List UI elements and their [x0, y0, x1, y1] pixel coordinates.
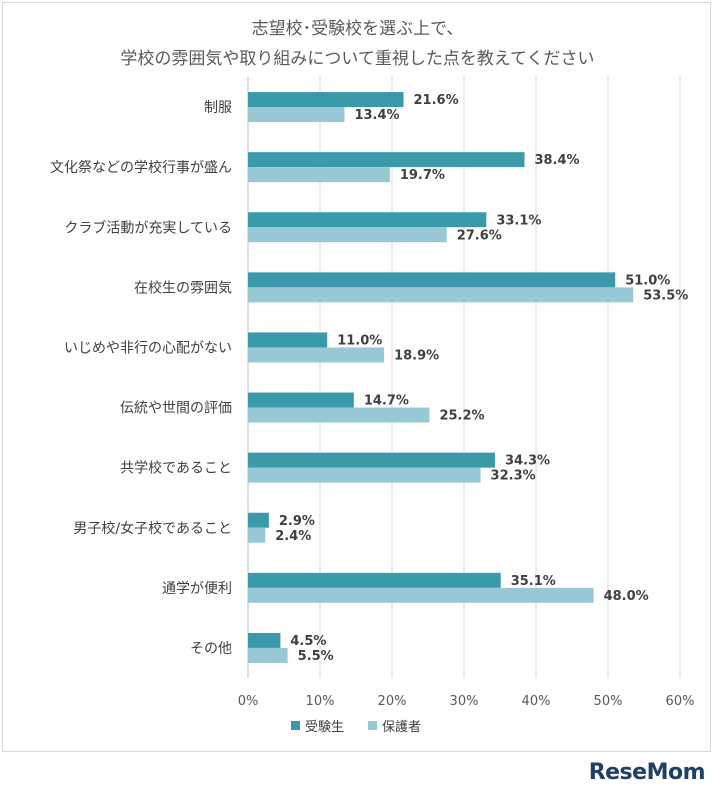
category-label: 男子校/女子校であること: [73, 520, 232, 537]
legend-item-series-1: 受験生: [291, 716, 344, 735]
data-label: 11.0%: [337, 333, 382, 348]
data-label: 13.4%: [354, 108, 399, 123]
x-tick-label: 40%: [522, 694, 551, 709]
category-label: クラブ活動が充実している: [64, 219, 232, 236]
bar-series-1: [248, 392, 354, 408]
category-label: その他: [190, 641, 232, 657]
chart-frame: [2, 2, 711, 752]
data-label: 19.7%: [400, 168, 445, 183]
data-label: 14.7%: [364, 394, 409, 409]
bar-series-1: [248, 212, 487, 228]
legend-swatch-series-2: [368, 721, 377, 730]
bar-series-2: [248, 467, 481, 483]
data-label: 27.6%: [457, 228, 502, 243]
bar-series-2: [248, 347, 385, 363]
bar-series-1: [248, 152, 525, 168]
bar-series-2: [248, 107, 345, 123]
category-label: 在校生の雰囲気: [134, 279, 232, 296]
bar-series-1: [248, 512, 269, 528]
data-label: 48.0%: [604, 589, 649, 604]
category-label: 共学校であること: [120, 460, 232, 477]
data-label: 32.3%: [491, 469, 536, 484]
bar-series-1: [248, 572, 501, 588]
bar-series-2: [248, 587, 594, 603]
category-label: いじめや非行の心配がない: [64, 340, 232, 356]
data-label: 5.5%: [298, 649, 334, 664]
data-label: 34.3%: [505, 454, 550, 469]
data-label: 2.9%: [279, 514, 315, 529]
bar-series-1: [248, 632, 281, 648]
bar-series-1: [248, 92, 404, 108]
bar-series-1: [248, 452, 495, 468]
bar-chart: 0% 10% 20% 30% 40% 50% 60% 制服 21.6% 13.4% 文化祭などの学校…: [50, 77, 695, 709]
data-label: 33.1%: [496, 213, 541, 228]
x-tick-label: 60%: [666, 694, 695, 709]
data-label: 35.1%: [511, 574, 556, 589]
chart-title-line-1: 志望校･受験校を選ぶ上で、: [251, 19, 464, 39]
bar-series-1: [248, 272, 616, 288]
x-tick-label: 30%: [450, 694, 479, 709]
x-tick-label: 50%: [594, 694, 623, 709]
x-tick-label: 10%: [306, 694, 335, 709]
bar-series-2: [248, 167, 390, 183]
legend-item-series-2: 保護者: [368, 716, 421, 735]
legend-label-series-2: 保護者: [382, 720, 422, 735]
legend-swatch-series-1: [291, 721, 300, 730]
bar-series-1: [248, 332, 328, 348]
data-label: 38.4%: [534, 153, 579, 168]
bar-series-2: [248, 287, 634, 303]
x-tick-label: 20%: [378, 694, 407, 709]
legend-label-series-1: 受験生: [305, 720, 345, 735]
bar-series-2: [248, 227, 447, 243]
bar-series-2: [248, 647, 288, 663]
chart-legend: 受験生 保護者: [0, 716, 715, 736]
resemom-logo: ReseMom: [588, 760, 706, 785]
data-label: 21.6%: [414, 93, 459, 108]
data-label: 4.5%: [290, 634, 326, 649]
data-label: 18.9%: [394, 348, 439, 363]
bar-series-2: [248, 527, 266, 543]
data-label: 53.5%: [643, 288, 688, 303]
chart-title-line-2: 学校の雰囲気や取り組みについて重視した点を教えてください: [120, 49, 595, 69]
category-label: 通学が便利: [162, 581, 232, 597]
data-label: 51.0%: [625, 273, 670, 288]
category-label: 伝統や世間の評価: [120, 401, 232, 417]
data-label: 25.2%: [439, 409, 484, 424]
bar-series-2: [248, 407, 430, 423]
x-tick-label: 0%: [238, 694, 259, 709]
category-label: 制服: [204, 100, 232, 116]
data-label: 2.4%: [275, 529, 311, 544]
category-label: 文化祭などの学校行事が盛ん: [50, 159, 232, 176]
